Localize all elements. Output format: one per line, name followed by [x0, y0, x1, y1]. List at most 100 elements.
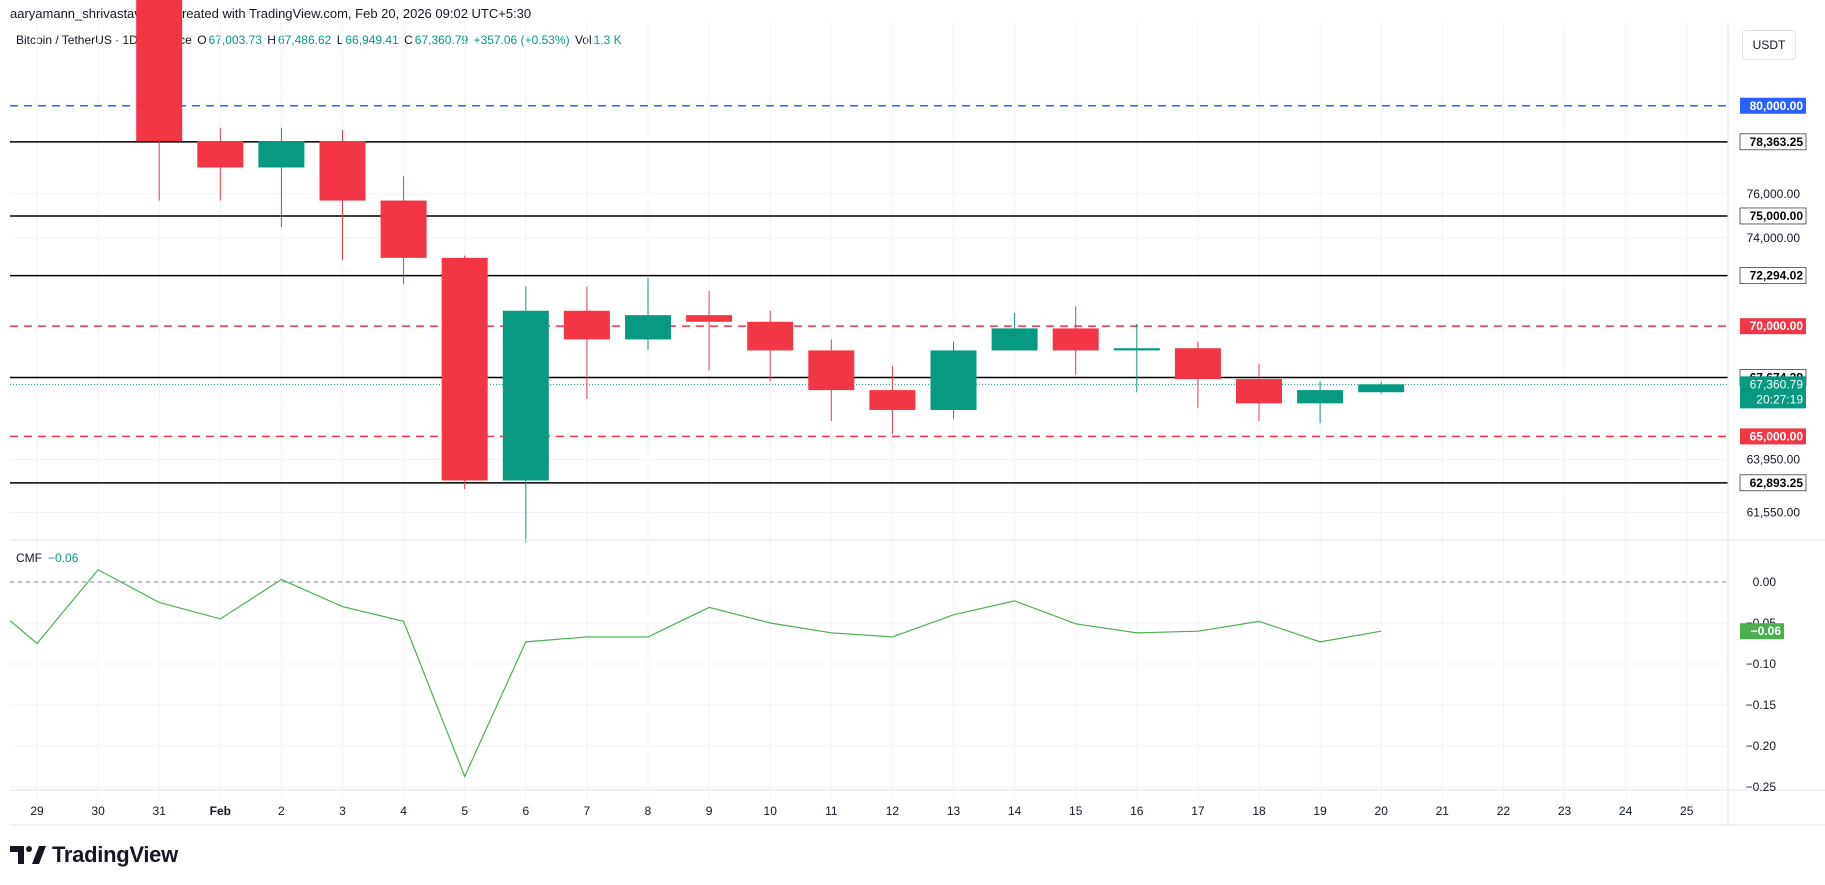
candle: [747, 310, 794, 382]
candle: [625, 277, 671, 351]
date-tick-label: 2: [278, 804, 285, 818]
date-tick-label: 15: [1069, 804, 1083, 818]
tradingview-logo-icon: [10, 846, 46, 864]
level-label: 65,000.00: [1750, 429, 1804, 443]
candle-body: [1174, 348, 1221, 380]
cmf-tick-label: −0.15: [1746, 698, 1777, 712]
currency-button[interactable]: USDT: [1742, 30, 1796, 60]
candle: [1113, 323, 1160, 393]
price-tick-label: 61,550.00: [1747, 505, 1801, 519]
level-label-box: [1739, 474, 1807, 492]
level-label: 72,294.02: [1750, 269, 1804, 283]
cmf-series: [9, 568, 1728, 778]
candlestick-series: [136, 0, 1405, 543]
cmf-tick-label: −0.25: [1746, 780, 1777, 794]
candle: [1297, 381, 1344, 424]
level-label-box: [1739, 267, 1807, 284]
candle-body: [808, 350, 855, 391]
candle-body: [319, 141, 366, 201]
high-label: H: [267, 33, 276, 47]
chart-axes: 76,000.00 74,000.00 63,950.00 61,550.00 0.00…: [10, 22, 1825, 826]
price-tick-label: 74,000.00: [1747, 231, 1801, 245]
cmf-tick-label: −0.10: [1746, 657, 1777, 671]
cmf-tick-label: 0.00: [1753, 575, 1777, 589]
cmf-legend[interactable]: CMF −0.06: [16, 551, 78, 565]
chart-grid: [10, 22, 1728, 799]
candle-body: [1236, 379, 1282, 404]
price-tick-label: 76,000.00: [1747, 187, 1801, 201]
date-tick-label: 31: [153, 804, 167, 818]
volume-value: 1.3 K: [593, 33, 622, 47]
level-label-box: [1740, 97, 1806, 114]
candle: [930, 341, 977, 419]
date-tick-label: 4: [400, 804, 407, 818]
candle: [686, 290, 733, 371]
candle: [1052, 306, 1099, 375]
date-tick-label: 11: [825, 804, 838, 818]
candle-body: [563, 310, 610, 340]
date-tick-label: 22: [1497, 804, 1511, 818]
level-label-box: [1740, 428, 1806, 445]
candle: [1236, 363, 1282, 421]
date-tick-label: 21: [1436, 804, 1450, 818]
candle: [258, 127, 305, 227]
cmf-name: CMF: [16, 551, 42, 565]
candle-body: [991, 328, 1038, 351]
candle: [869, 365, 916, 435]
date-tick-label: 9: [706, 804, 713, 818]
level-label-box: [1739, 133, 1807, 151]
date-tick-label: 3: [339, 804, 346, 818]
candle-body: [441, 257, 488, 481]
date-tick-label: 8: [645, 804, 652, 818]
date-tick-label: 6: [522, 804, 529, 818]
level-label-box: [1740, 318, 1806, 335]
date-tick-label: 16: [1130, 804, 1144, 818]
date-tick-label: 23: [1558, 804, 1572, 818]
candle-body: [197, 141, 244, 168]
open-label: O: [197, 33, 207, 47]
candle: [319, 130, 366, 261]
candle: [380, 176, 427, 285]
candle-body: [1297, 390, 1344, 404]
date-tick-label: 10: [764, 804, 778, 818]
candle: [197, 127, 244, 201]
candle-body: [258, 141, 305, 168]
candle: [563, 286, 610, 399]
candle: [1358, 381, 1405, 394]
countdown-label: 20:27:19: [1756, 392, 1803, 406]
date-tick-label: 24: [1619, 804, 1633, 818]
candle: [136, 0, 183, 201]
date-tick-label: 12: [886, 804, 900, 818]
candle: [808, 339, 855, 421]
date-tick-label: 30: [91, 804, 105, 818]
cmf-current-label: −0.06: [1751, 624, 1782, 638]
date-tick-label: 5: [461, 804, 468, 818]
candle: [502, 286, 549, 543]
date-tick-label: 17: [1191, 804, 1205, 818]
level-label-box: [1739, 207, 1807, 225]
candle-body: [1358, 384, 1405, 393]
brand-name: TradingView: [52, 842, 178, 867]
cmf-value: −0.06: [48, 551, 79, 565]
candle: [991, 312, 1038, 351]
date-tick-label: 19: [1313, 804, 1327, 818]
cmf-tick-label: −0.20: [1746, 739, 1777, 753]
level-label: 62,893.25: [1750, 476, 1804, 490]
low-label: L: [336, 33, 344, 47]
candle-body: [686, 315, 733, 322]
cmf-line: [9, 568, 1382, 778]
date-tick-label: 18: [1252, 804, 1266, 818]
change-value: +357.06 (+0.53%): [473, 33, 570, 47]
date-tick-label: 20: [1375, 804, 1389, 818]
candle-body: [625, 315, 671, 340]
level-label: 75,000.00: [1750, 209, 1804, 223]
level-label: 80,000.00: [1750, 99, 1804, 113]
candle: [441, 255, 488, 490]
date-tick-label: Feb: [210, 804, 231, 818]
date-tick-label: 29: [30, 804, 44, 818]
tradingview-brand[interactable]: TradingView: [10, 842, 178, 868]
date-tick-label: 7: [584, 804, 591, 818]
price-labels: 80,000.00 78,363.25 75,000.00 72,294.02 70,0…: [1739, 97, 1807, 640]
candle-body: [1113, 348, 1160, 351]
